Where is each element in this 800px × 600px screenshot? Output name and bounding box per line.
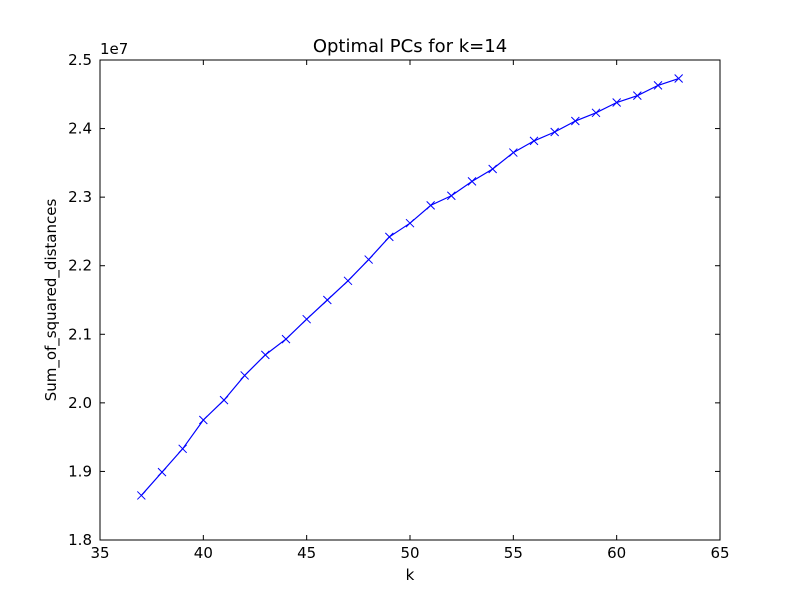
x-tick-label: 55: [504, 544, 523, 562]
x-tick-label: 40: [194, 544, 213, 562]
y-tick-label: 2.3: [68, 188, 92, 206]
data-point-marker: [198, 415, 208, 425]
data-point-marker: [632, 91, 642, 101]
y-tick-label: 2.4: [68, 120, 92, 138]
series-group: [136, 74, 684, 500]
data-point-marker: [488, 164, 498, 174]
plot-area: [99, 59, 721, 541]
data-point-marker: [219, 395, 229, 405]
y-tick-label: 2.1: [68, 325, 92, 343]
data-point-marker: [570, 116, 580, 126]
data-point-marker: [653, 81, 663, 90]
data-point-marker: [405, 218, 415, 228]
x-tick-label: 65: [710, 544, 729, 562]
data-point-marker: [674, 74, 684, 83]
y-axis-ticks: 1.8 1.9 2.0 2.1 2.2 2.3 2.4 2.5: [68, 51, 720, 549]
data-point-marker: [550, 127, 560, 137]
y-tick-label: 1.8: [68, 531, 92, 549]
data-point-marker: [136, 491, 146, 500]
x-tick-label: 45: [297, 544, 316, 562]
data-point-marker: [508, 148, 518, 157]
x-axis-label: k: [406, 566, 415, 584]
data-point-marker: [260, 350, 270, 360]
data-point-marker: [467, 177, 477, 186]
data-point-marker: [384, 232, 394, 242]
data-point-marker: [281, 334, 291, 344]
y-axis-label: Sum_of_squared_distances: [42, 199, 61, 402]
y-tick-label: 2.5: [68, 51, 92, 69]
chart-title: Optimal PCs for k=14: [313, 36, 507, 57]
data-point-marker: [240, 371, 250, 380]
x-tick-label: 60: [607, 544, 626, 562]
x-tick-label: 50: [400, 544, 419, 562]
x-tick-label: 35: [90, 544, 109, 562]
data-point-marker: [302, 314, 312, 324]
data-point-marker: [529, 136, 539, 146]
data-point-marker: [612, 98, 622, 107]
data-point-marker: [178, 444, 188, 454]
data-point-marker: [343, 276, 353, 286]
data-point-marker: [364, 255, 374, 264]
x-axis-ticks: 35 40 45 50 55 60 65: [90, 60, 730, 562]
data-point-marker: [591, 108, 601, 118]
data-point-marker: [426, 201, 436, 210]
y-axis-multiplier: 1e7: [100, 40, 128, 58]
y-tick-label: 1.9: [68, 462, 92, 480]
data-point-marker: [322, 295, 332, 305]
data-point-marker: [446, 191, 456, 201]
data-point-marker: [157, 467, 167, 477]
y-tick-label: 2.2: [68, 257, 92, 275]
y-tick-label: 2.0: [68, 394, 92, 412]
